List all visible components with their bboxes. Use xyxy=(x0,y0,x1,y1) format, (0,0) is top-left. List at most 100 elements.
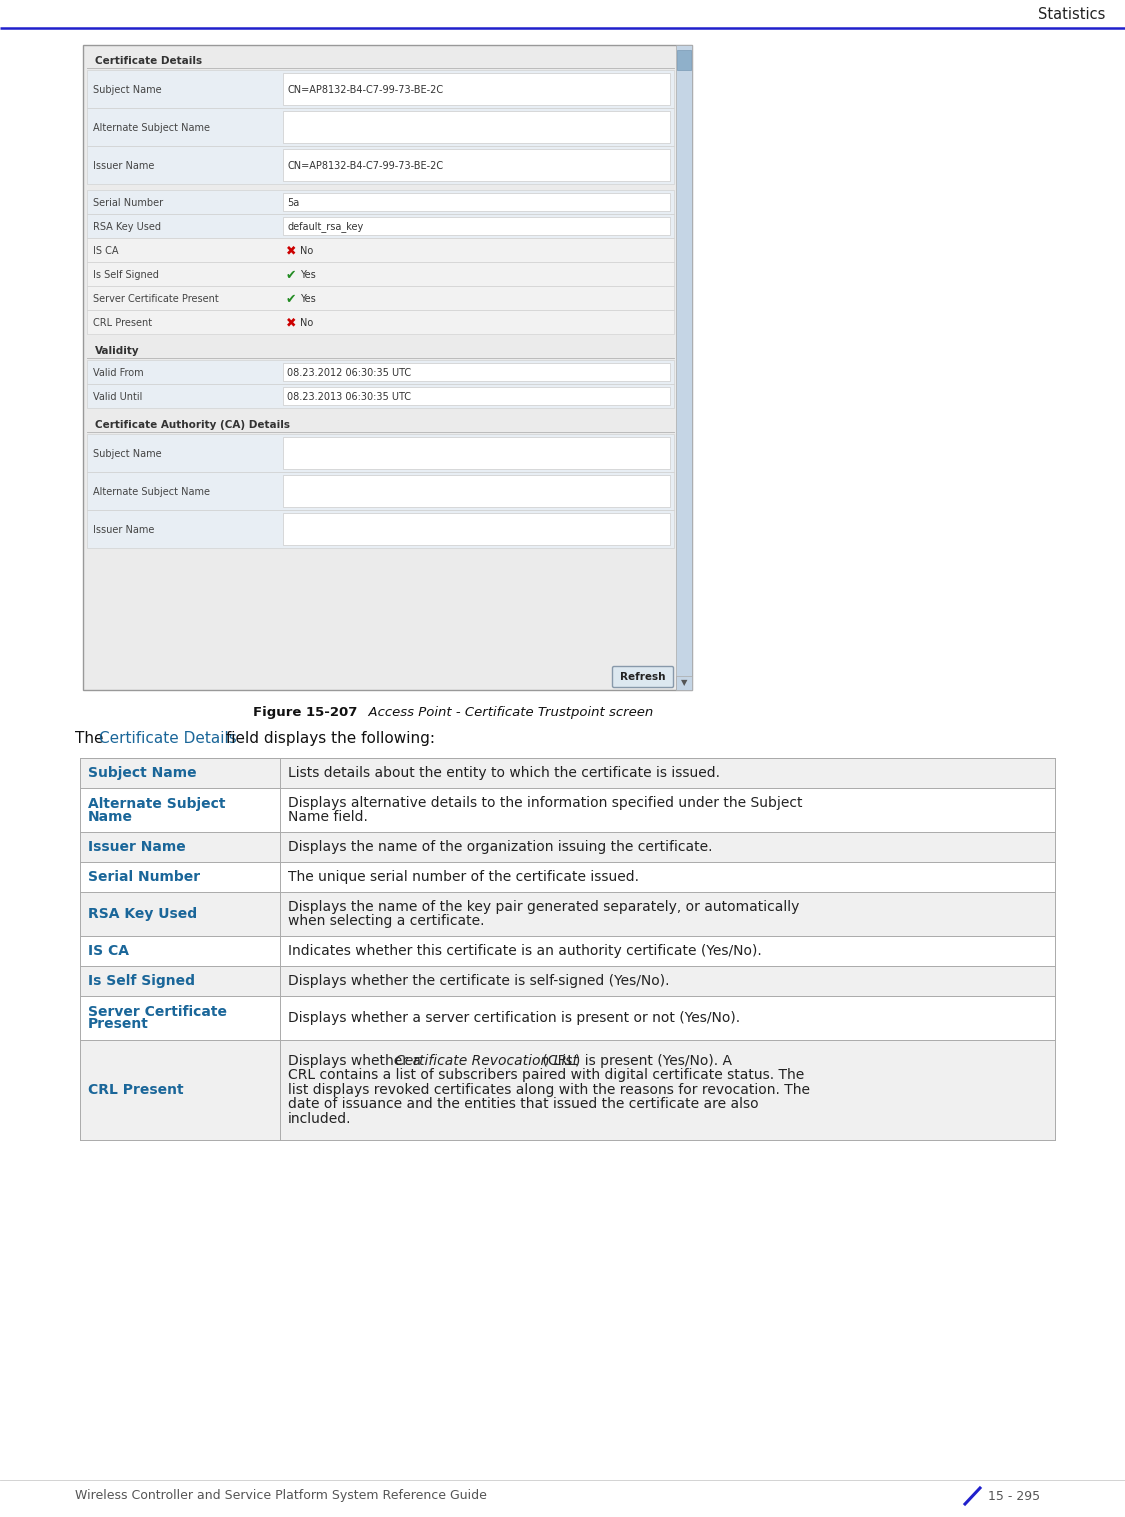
Bar xyxy=(284,363,670,381)
Text: list displays revoked certificates along with the reasons for revocation. The: list displays revoked certificates along… xyxy=(288,1083,810,1097)
Text: ▼: ▼ xyxy=(681,678,687,687)
Text: Alternate Subject Name: Alternate Subject Name xyxy=(93,487,210,498)
Text: Displays alternative details to the information specified under the Subject: Displays alternative details to the info… xyxy=(288,796,802,810)
Bar xyxy=(80,966,1055,997)
Bar xyxy=(80,758,1055,787)
Text: Statistics: Statistics xyxy=(1037,6,1105,21)
Bar xyxy=(80,892,1055,936)
Bar xyxy=(87,510,674,548)
Text: IS CA: IS CA xyxy=(88,944,129,959)
Text: Valid Until: Valid Until xyxy=(93,391,143,402)
Bar xyxy=(80,997,1055,1041)
Text: Subject Name: Subject Name xyxy=(93,85,162,96)
Bar xyxy=(284,475,670,507)
Text: Indicates whether this certificate is an authority certificate (Yes/No).: Indicates whether this certificate is an… xyxy=(288,944,762,959)
Text: Issuer Name: Issuer Name xyxy=(88,840,186,854)
Bar xyxy=(676,677,692,690)
Bar xyxy=(676,46,692,690)
Bar xyxy=(80,936,1055,966)
Text: Displays whether the certificate is self-signed (Yes/No).: Displays whether the certificate is self… xyxy=(288,974,669,988)
Bar xyxy=(677,50,691,70)
Text: Is Self Signed: Is Self Signed xyxy=(88,974,195,988)
Text: Subject Name: Subject Name xyxy=(88,766,197,780)
Text: Server Certificate: Server Certificate xyxy=(88,1004,227,1018)
Text: Certificate Authority (CA) Details: Certificate Authority (CA) Details xyxy=(94,420,290,429)
Text: Yes: Yes xyxy=(300,270,316,281)
Text: Alternate Subject Name: Alternate Subject Name xyxy=(93,123,210,133)
Text: Lists details about the entity to which the certificate is issued.: Lists details about the entity to which … xyxy=(288,766,720,780)
Text: Serial Number: Serial Number xyxy=(93,199,163,208)
Text: Displays whether a server certification is present or not (Yes/No).: Displays whether a server certification … xyxy=(288,1010,740,1025)
Bar xyxy=(87,287,674,309)
Bar xyxy=(80,831,1055,862)
Text: ✔: ✔ xyxy=(286,293,297,305)
Text: Valid From: Valid From xyxy=(93,369,144,378)
Text: Wireless Controller and Service Platform System Reference Guide: Wireless Controller and Service Platform… xyxy=(75,1490,487,1502)
Bar xyxy=(87,472,674,510)
Text: date of issuance and the entities that issued the certificate are also: date of issuance and the entities that i… xyxy=(288,1097,758,1112)
Text: RSA Key Used: RSA Key Used xyxy=(93,221,161,232)
Text: Certificate Details: Certificate Details xyxy=(94,56,202,67)
Text: The: The xyxy=(75,731,108,745)
Text: field displays the following:: field displays the following: xyxy=(220,731,435,745)
Bar xyxy=(87,238,674,262)
Bar xyxy=(284,193,670,211)
Text: Subject Name: Subject Name xyxy=(93,449,162,460)
Text: Name: Name xyxy=(88,810,133,824)
Text: ✔: ✔ xyxy=(286,269,297,282)
Bar xyxy=(80,1041,1055,1139)
Text: CRL contains a list of subscribers paired with digital certificate status. The: CRL contains a list of subscribers paire… xyxy=(288,1068,804,1083)
Text: Displays whether a: Displays whether a xyxy=(288,1054,425,1068)
Bar xyxy=(87,190,674,214)
Bar xyxy=(87,70,674,108)
Text: 08.23.2012 06:30:35 UTC: 08.23.2012 06:30:35 UTC xyxy=(287,369,411,378)
Bar xyxy=(87,146,674,184)
Text: included.: included. xyxy=(288,1112,351,1126)
Text: Issuer Name: Issuer Name xyxy=(93,161,154,171)
Text: 08.23.2013 06:30:35 UTC: 08.23.2013 06:30:35 UTC xyxy=(287,391,411,402)
Text: Name field.: Name field. xyxy=(288,810,368,824)
Text: 15 - 295: 15 - 295 xyxy=(988,1490,1041,1502)
Bar xyxy=(83,46,692,690)
Bar xyxy=(87,434,674,472)
Text: Yes: Yes xyxy=(300,294,316,303)
Text: Serial Number: Serial Number xyxy=(88,871,200,884)
Text: ✖: ✖ xyxy=(286,244,297,258)
Text: Issuer Name: Issuer Name xyxy=(93,525,154,536)
Text: 5a: 5a xyxy=(287,199,299,208)
Bar xyxy=(87,262,674,287)
Text: CN=AP8132-B4-C7-99-73-BE-2C: CN=AP8132-B4-C7-99-73-BE-2C xyxy=(287,161,443,171)
Bar xyxy=(87,360,674,384)
Text: when selecting a certificate.: when selecting a certificate. xyxy=(288,915,485,928)
Text: CRL Present: CRL Present xyxy=(88,1083,183,1097)
Bar xyxy=(284,111,670,143)
Text: No: No xyxy=(300,319,313,328)
Text: (CRL) is present (Yes/No). A: (CRL) is present (Yes/No). A xyxy=(538,1054,732,1068)
Text: The unique serial number of the certificate issued.: The unique serial number of the certific… xyxy=(288,871,639,884)
Bar xyxy=(87,214,674,238)
Bar xyxy=(284,513,670,545)
Text: Certificate Details: Certificate Details xyxy=(99,731,236,745)
Text: Validity: Validity xyxy=(94,346,140,356)
Bar xyxy=(284,73,670,105)
Text: Displays the name of the key pair generated separately, or automatically: Displays the name of the key pair genera… xyxy=(288,900,800,913)
Text: Displays the name of the organization issuing the certificate.: Displays the name of the organization is… xyxy=(288,840,712,854)
Text: RSA Key Used: RSA Key Used xyxy=(88,907,197,921)
Text: Certificate Revocation List: Certificate Revocation List xyxy=(395,1054,578,1068)
Text: default_rsa_key: default_rsa_key xyxy=(287,221,363,232)
Bar xyxy=(87,309,674,334)
Text: Alternate Subject: Alternate Subject xyxy=(88,796,225,810)
Text: Access Point - Certificate Trustpoint screen: Access Point - Certificate Trustpoint sc… xyxy=(360,705,652,719)
Bar xyxy=(284,217,670,235)
Text: Present: Present xyxy=(88,1018,148,1032)
Bar xyxy=(284,437,670,469)
Text: CRL Present: CRL Present xyxy=(93,319,152,328)
Text: Figure 15-207: Figure 15-207 xyxy=(253,705,358,719)
Bar xyxy=(284,387,670,405)
Text: IS CA: IS CA xyxy=(93,246,118,256)
Bar xyxy=(87,108,674,146)
Text: Server Certificate Present: Server Certificate Present xyxy=(93,294,218,303)
Bar xyxy=(284,149,670,181)
Bar xyxy=(87,384,674,408)
Text: ✖: ✖ xyxy=(286,317,297,329)
